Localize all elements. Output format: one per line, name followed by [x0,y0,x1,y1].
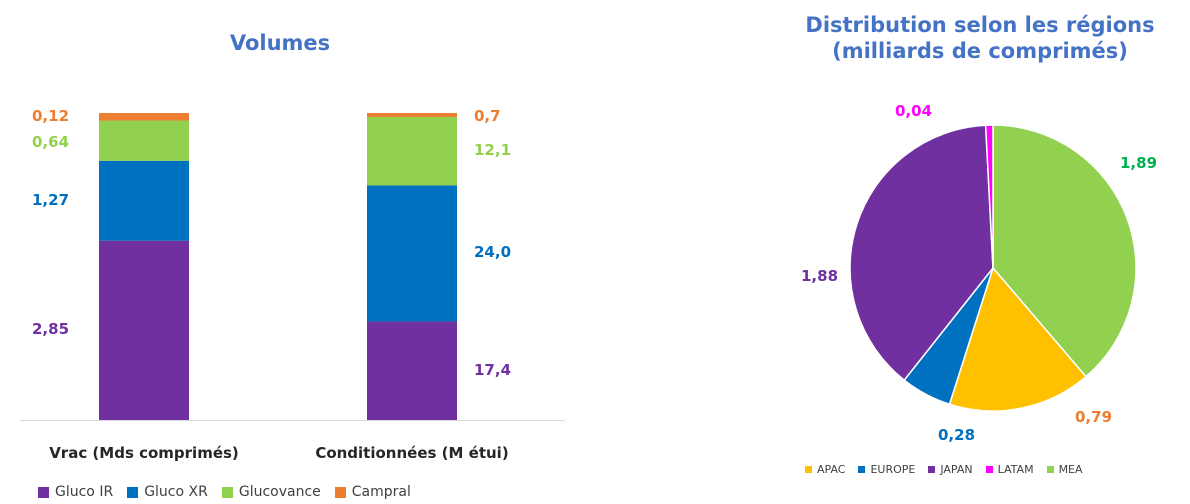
bar-data-label: 2,85 [32,320,70,339]
legend-label: APAC [817,463,846,476]
legend-label: Glucovance [238,484,321,500]
bar-data-label: 1,27 [32,190,70,209]
legend-swatch [928,466,936,473]
legend-swatch [38,486,49,498]
pie-legend: APAC EUROPE JAPAN LATAM MEA [805,463,1096,476]
legend-label: MEA [1058,463,1083,476]
legend-swatch [221,486,233,498]
legend-swatch [334,486,346,498]
bar-segment-campral-1 [367,113,457,117]
bar-data-label: 12,1 [474,141,512,160]
pie-slice-apac [948,266,1088,412]
legend-swatch [1046,466,1054,473]
pie-chart-title: Distribution selon les régions (milliard… [770,12,1190,65]
pie-data-label-mea: 1,89 [1120,154,1158,172]
category-label-1: Conditionnées (M étui) [315,444,509,462]
bar-legend: Gluco IR Gluco XR Glucovance Campral [38,484,425,500]
legend-item: Gluco IR [38,484,113,500]
bar-data-label: 24,0 [474,243,512,262]
bar-data-label: 0,7 [474,107,501,125]
bar-segment-gluco-xr-0 [99,160,189,241]
legend-item: LATAM [985,463,1034,476]
legend-item: APAC [805,463,845,476]
legend-swatch [127,486,139,498]
legend-label: JAPAN [940,463,973,476]
bar-data-label: 0,64 [32,133,70,151]
legend-label: Gluco XR [144,484,208,500]
pie-slice-japan [849,124,994,382]
pie-data-label-japan: 1,88 [801,267,839,285]
bar-segment-glucovance-0 [99,120,189,161]
bar-segment-gluco-ir-0 [99,240,189,420]
legend-label: LATAM [997,463,1034,476]
pie-title-line-2: (milliards de comprimés) [832,39,1128,64]
pie-slice-latam [984,124,994,269]
legend-swatch [858,466,866,473]
bar-segment-gluco-xr-1 [367,185,457,322]
pie-slice-mea [992,124,1137,378]
legend-item: Campral [334,484,411,500]
bar-data-label: 0,12 [32,107,70,125]
legend-item: MEA [1046,463,1083,476]
category-label-0: Vrac (Mds comprimés) [49,444,239,462]
legend-swatch [985,466,993,473]
legend-item: Gluco XR [127,484,208,500]
legend-label: Campral [351,484,411,500]
legend-item: JAPAN [928,463,973,476]
legend-item: EUROPE [858,463,915,476]
pie-data-label-europe: 0,28 [938,426,976,444]
pie-data-label-apac: 0,79 [1075,408,1113,426]
bar-chart-title: Volumes [229,31,331,55]
bar-segment-glucovance-1 [367,116,457,186]
legend-swatch [805,466,812,473]
legend-label: Gluco IR [55,484,114,500]
legend-item: Glucovance [221,484,321,500]
bar-segment-gluco-ir-1 [367,321,457,420]
pie-data-label-latam: 0,04 [895,102,933,120]
bar-segment-campral-0 [99,113,189,121]
legend-label: EUROPE [870,463,916,476]
pie-title-line-1: Distribution selon les régions [805,13,1155,37]
bar-data-label: 17,4 [474,360,512,379]
